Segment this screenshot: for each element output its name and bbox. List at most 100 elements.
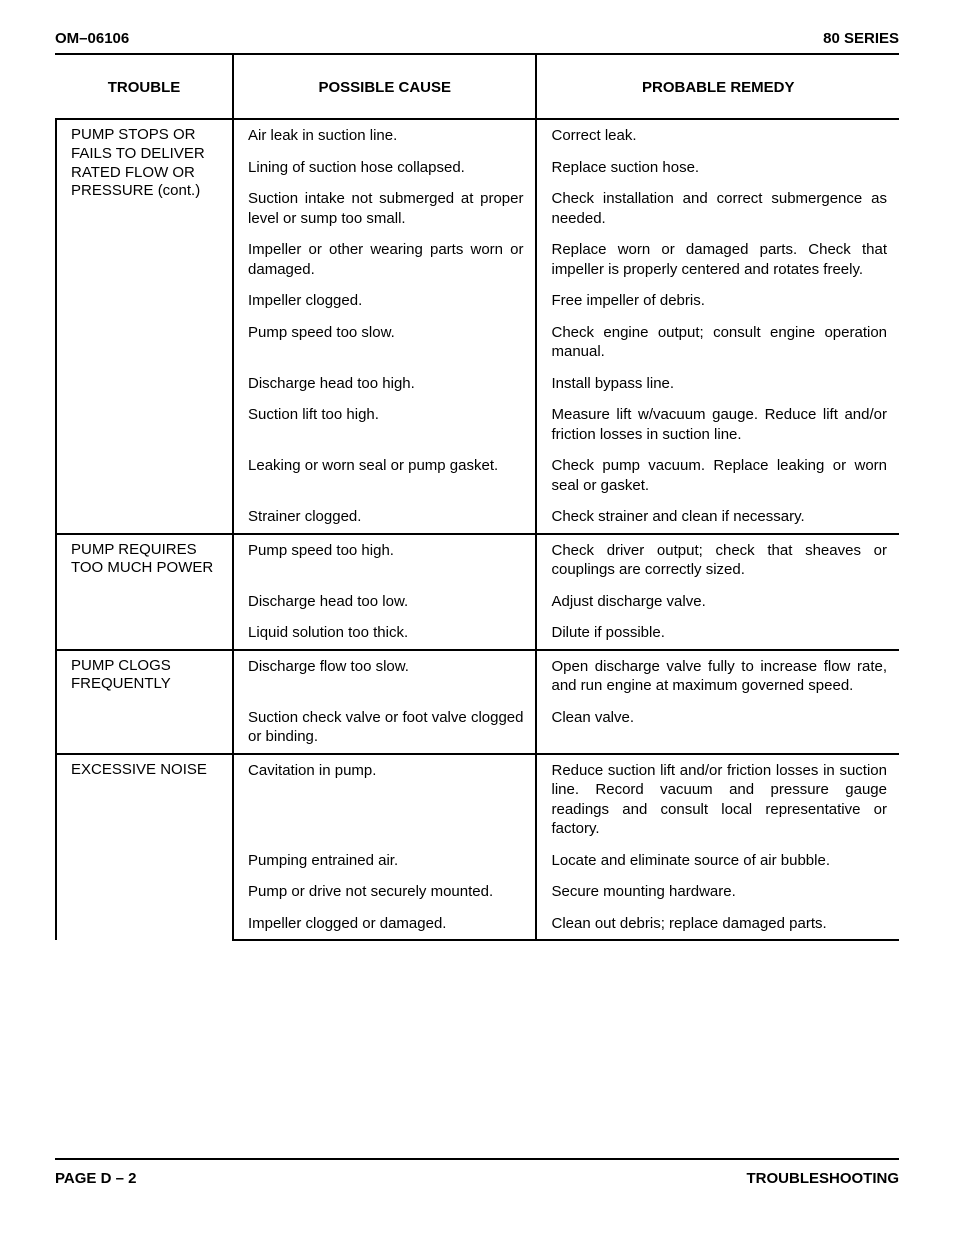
footer-left: PAGE D – 2 [55,1170,136,1187]
cause-text: Strainer clogged. [234,501,535,533]
troubleshooting-table: TROUBLE POSSIBLE CAUSE PROBABLE REMEDY P… [55,55,899,941]
remedy-cell: Locate and eliminate source of air bubbl… [536,845,899,877]
cause-text: Lining of suction hose collapsed. [234,152,535,184]
cause-cell: Liquid solution too thick. [233,617,536,650]
remedy-cell: Check pump vacuum. Replace leaking or wo… [536,450,899,501]
trouble-text: PUMP CLOGS FREQUENTLY [57,651,232,701]
cause-cell: Impeller clogged. [233,285,536,317]
footer-rule [55,1158,899,1160]
cause-cell: Impeller or other wearing parts worn or … [233,234,536,285]
table-row: PUMP CLOGS FREQUENTLYDischarge flow too … [56,650,899,702]
cause-cell: Discharge flow too slow. [233,650,536,702]
cause-cell: Pump speed too slow. [233,317,536,368]
cause-text: Discharge head too high. [234,368,535,400]
cause-text: Discharge head too low. [234,586,535,618]
cause-cell: Strainer clogged. [233,501,536,534]
remedy-text: Check driver output; check that sheaves … [537,535,899,586]
cause-text: Suction check valve or foot valve clogge… [234,702,535,753]
remedy-cell: Reduce suction lift and/or friction loss… [536,754,899,845]
remedy-text: Clean valve. [537,702,899,734]
remedy-text: Adjust discharge valve. [537,586,899,618]
remedy-cell: Check strainer and clean if necessary. [536,501,899,534]
remedy-cell: Dilute if possible. [536,617,899,650]
cause-text: Leaking or worn seal or pump gasket. [234,450,535,482]
remedy-cell: Measure lift w/vacuum gauge. Reduce lift… [536,399,899,450]
cause-text: Liquid solution too thick. [234,617,535,649]
trouble-cell: PUMP CLOGS FREQUENTLY [56,650,233,754]
remedy-cell: Replace suction hose. [536,152,899,184]
cause-cell: Leaking or worn seal or pump gasket. [233,450,536,501]
cause-text: Impeller clogged or damaged. [234,908,535,940]
cause-cell: Pumping entrained air. [233,845,536,877]
remedy-text: Install bypass line. [537,368,899,400]
trouble-text: PUMP REQUIRES TOO MUCH POWER [57,535,232,585]
cause-cell: Impeller clogged or damaged. [233,908,536,941]
remedy-cell: Free impeller of debris. [536,285,899,317]
remedy-text: Reduce suction lift and/or friction loss… [537,755,899,845]
cause-cell: Cavitation in pump. [233,754,536,845]
footer-right: TROUBLESHOOTING [747,1170,900,1187]
trouble-text: EXCESSIVE NOISE [57,755,232,786]
remedy-cell: Secure mounting hardware. [536,876,899,908]
page-header: OM–06106 80 SERIES [55,30,899,53]
remedy-text: Measure lift w/vacuum gauge. Reduce lift… [537,399,899,450]
table-row: PUMP REQUIRES TOO MUCH POWERPump speed t… [56,534,899,586]
remedy-text: Correct leak. [537,120,899,152]
cause-text: Pump speed too slow. [234,317,535,349]
cause-text: Cavitation in pump. [234,755,535,787]
cause-text: Discharge flow too slow. [234,651,535,683]
remedy-cell: Clean out debris; replace damaged parts. [536,908,899,941]
remedy-cell: Adjust discharge valve. [536,586,899,618]
cause-cell: Suction lift too high. [233,399,536,450]
remedy-text: Check strainer and clean if necessary. [537,501,899,533]
cause-cell: Suction intake not submerged at proper l… [233,183,536,234]
col-header-trouble: TROUBLE [56,55,233,119]
remedy-text: Locate and eliminate source of air bubbl… [537,845,899,877]
cause-cell: Suction check valve or foot valve clogge… [233,702,536,754]
cause-cell: Lining of suction hose collapsed. [233,152,536,184]
remedy-cell: Check driver output; check that sheaves … [536,534,899,586]
remedy-text: Free impeller of debris. [537,285,899,317]
cause-cell: Discharge head too high. [233,368,536,400]
cause-text: Impeller or other wearing parts worn or … [234,234,535,285]
remedy-cell: Clean valve. [536,702,899,754]
table-header-row: TROUBLE POSSIBLE CAUSE PROBABLE REMEDY [56,55,899,119]
header-right: 80 SERIES [823,30,899,47]
remedy-cell: Check installation and correct submergen… [536,183,899,234]
cause-cell: Pump or drive not securely mounted. [233,876,536,908]
remedy-text: Dilute if possible. [537,617,899,649]
remedy-cell: Correct leak. [536,119,899,152]
remedy-text: Replace suction hose. [537,152,899,184]
header-left: OM–06106 [55,30,129,47]
remedy-cell: Install bypass line. [536,368,899,400]
trouble-cell: PUMP REQUIRES TOO MUCH POWER [56,534,233,650]
remedy-text: Open discharge valve fully to increase f… [537,651,899,702]
trouble-cell: PUMP STOPS OR FAILS TO DELIVER RATED FLO… [56,119,233,534]
remedy-text: Secure mounting hardware. [537,876,899,908]
cause-cell: Air leak in suction line. [233,119,536,152]
remedy-cell: Check engine output; consult engine oper… [536,317,899,368]
trouble-text: PUMP STOPS OR FAILS TO DELIVER RATED FLO… [57,120,232,207]
cause-text: Impeller clogged. [234,285,535,317]
table-row: PUMP STOPS OR FAILS TO DELIVER RATED FLO… [56,119,899,152]
cause-cell: Pump speed too high. [233,534,536,586]
footer-row: PAGE D – 2 TROUBLESHOOTING [55,1170,899,1187]
remedy-cell: Open discharge valve fully to increase f… [536,650,899,702]
col-header-remedy: PROBABLE REMEDY [536,55,899,119]
cause-text: Pump speed too high. [234,535,535,567]
remedy-text: Replace worn or damaged parts. Check tha… [537,234,899,285]
cause-text: Pump or drive not securely mounted. [234,876,535,908]
cause-text: Suction lift too high. [234,399,535,431]
remedy-text: Clean out debris; replace damaged parts. [537,908,899,940]
table-row: EXCESSIVE NOISECavitation in pump.Reduce… [56,754,899,845]
page-footer: PAGE D – 2 TROUBLESHOOTING [55,1158,899,1187]
cause-text: Air leak in suction line. [234,120,535,152]
trouble-cell: EXCESSIVE NOISE [56,754,233,941]
remedy-text: Check engine output; consult engine oper… [537,317,899,368]
remedy-text: Check pump vacuum. Replace leaking or wo… [537,450,899,501]
col-header-cause: POSSIBLE CAUSE [233,55,536,119]
cause-text: Suction intake not submerged at proper l… [234,183,535,234]
cause-text: Pumping entrained air. [234,845,535,877]
remedy-cell: Replace worn or damaged parts. Check tha… [536,234,899,285]
remedy-text: Check installation and correct submergen… [537,183,899,234]
